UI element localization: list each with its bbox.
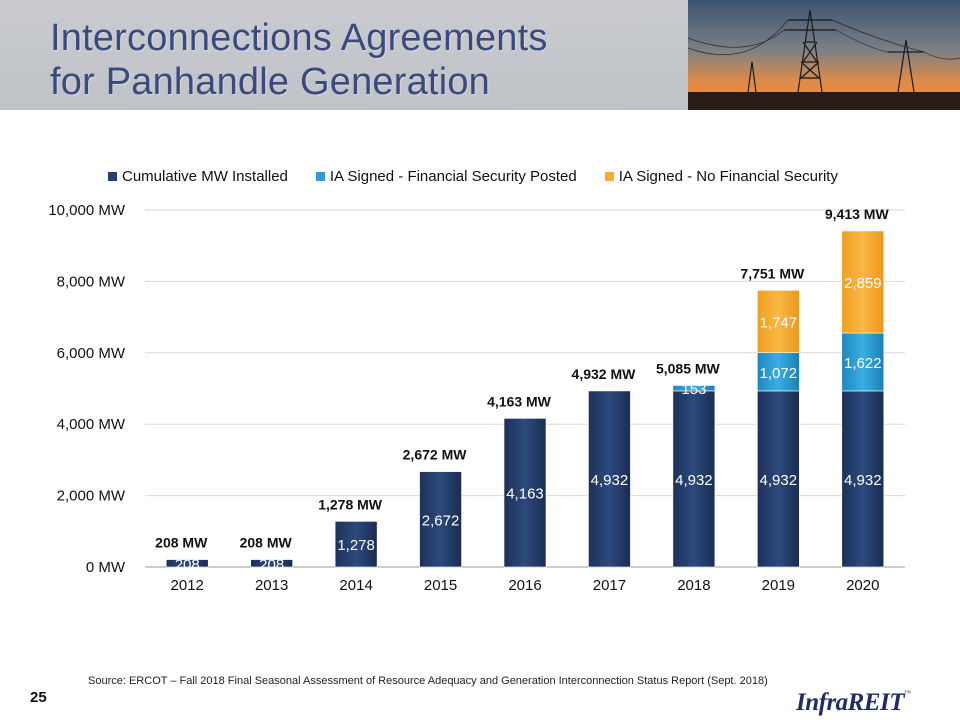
legend-label-no-financial: IA Signed - No Financial Security	[618, 167, 838, 185]
bar-installed-2019	[757, 390, 800, 568]
y-tick-label: 4,000 MW	[57, 416, 126, 433]
x-tick-label: 2012	[171, 577, 204, 594]
total-label-2012: 208 MW	[155, 535, 208, 551]
bar-financial-2020	[841, 332, 885, 392]
x-tick-label: 2019	[762, 577, 795, 594]
x-tick-label: 2015	[424, 577, 457, 594]
bar-installed-2016	[503, 418, 547, 568]
x-tick-label: 2013	[255, 577, 288, 594]
y-tick-label: 10,000 MW	[48, 202, 126, 219]
data-label-installed-2012: 208	[175, 556, 200, 573]
chart-legend: Cumulative MW Installed IA Signed - Fina…	[108, 166, 908, 186]
data-label-installed-2014: 1,278	[337, 537, 375, 554]
bar-financial-2019	[757, 352, 800, 392]
total-label-2018: 5,085 MW	[656, 360, 721, 376]
bar-no-financial-2019	[757, 289, 800, 353]
legend-item-financial: IA Signed - Financial Security Posted	[315, 166, 577, 186]
axis-layer: 0 MW 2,000 MW 4,000 MW 6,000 MW 8,000 MW 10,0…	[48, 202, 879, 594]
bar-layer	[165, 230, 885, 568]
data-label-financial-2019: 1,072	[760, 365, 798, 382]
total-label-2016: 4,163 MW	[487, 393, 552, 409]
x-tick-label: 2020	[846, 577, 879, 594]
bar-financial-2018	[672, 385, 716, 392]
x-tick-label: 2014	[339, 577, 372, 594]
bar-installed-2013	[250, 559, 293, 568]
y-tick-label: 2,000 MW	[57, 488, 126, 505]
legend-swatch-financial	[315, 171, 325, 181]
title-line-1: Interconnections Agreements	[50, 17, 548, 59]
legend-item-installed: Cumulative MW Installed	[108, 166, 288, 186]
data-label-installed-2013: 208	[259, 556, 284, 573]
logo-tm: ™	[904, 689, 911, 697]
source-footnote: Source: ERCOT – Fall 2018 Final Seasonal…	[88, 675, 768, 687]
data-label-financial-2020: 1,622	[844, 355, 882, 372]
total-label-2019: 7,751 MW	[740, 265, 805, 281]
total-label-2014: 1,278 MW	[318, 496, 383, 512]
bar-no-financial-2020	[841, 230, 885, 334]
page-number: 25	[30, 689, 47, 706]
label-layer: 208 208 MW 208 208 MW 1,278 1,278 MW 2,672 2,67…	[155, 206, 889, 573]
data-label-no-financial-2020: 2,859	[844, 275, 882, 292]
data-label-installed-2018: 4,932	[675, 472, 713, 489]
y-tick-label: 0 MW	[86, 559, 126, 576]
y-tick-label: 6,000 MW	[57, 345, 126, 362]
data-label-installed-2019: 4,932	[760, 472, 798, 489]
legend-item-no-financial: IA Signed - No Financial Security	[604, 166, 838, 186]
x-tick-label: 2018	[677, 577, 710, 594]
legend-swatch-no-financial	[604, 171, 614, 181]
x-tick-label: 2017	[593, 577, 626, 594]
data-label-financial-2018: 153	[681, 381, 706, 398]
power-lines-sunset-photo	[688, 0, 960, 110]
data-label-no-financial-2019: 1,747	[760, 314, 798, 331]
stacked-bar-chart: 0 MW 2,000 MW 4,000 MW 6,000 MW 8,000 MW 10,0…	[48, 202, 905, 594]
total-label-2017: 4,932 MW	[572, 366, 637, 382]
y-tick-label: 8,000 MW	[57, 273, 126, 290]
data-label-installed-2015: 2,672	[422, 512, 460, 529]
infrareit-logo: InfraREIT™	[796, 689, 911, 717]
logo-text: InfraREIT	[796, 689, 905, 716]
total-label-2013: 208 MW	[240, 535, 293, 551]
page-title: Interconnections Agreements for Panhandl…	[50, 16, 548, 104]
title-line-2: for Panhandle Generation	[50, 61, 491, 103]
data-label-installed-2017: 4,932	[591, 472, 629, 489]
data-label-installed-2020: 4,932	[844, 472, 882, 489]
bar-installed-2014	[334, 521, 378, 568]
bar-installed-2012	[165, 559, 209, 568]
total-label-2020: 9,413 MW	[825, 206, 890, 222]
data-label-installed-2016: 4,163	[506, 486, 544, 503]
bar-installed-2017	[588, 390, 631, 568]
x-tick-label: 2016	[508, 577, 541, 594]
legend-label-installed: Cumulative MW Installed	[122, 167, 288, 185]
total-label-2015: 2,672 MW	[403, 447, 468, 463]
bar-installed-2015	[419, 471, 462, 568]
bar-installed-2020	[841, 390, 885, 568]
legend-swatch-installed	[108, 171, 117, 181]
legend-label-financial: IA Signed - Financial Security Posted	[329, 167, 577, 185]
bar-installed-2018	[672, 390, 716, 568]
